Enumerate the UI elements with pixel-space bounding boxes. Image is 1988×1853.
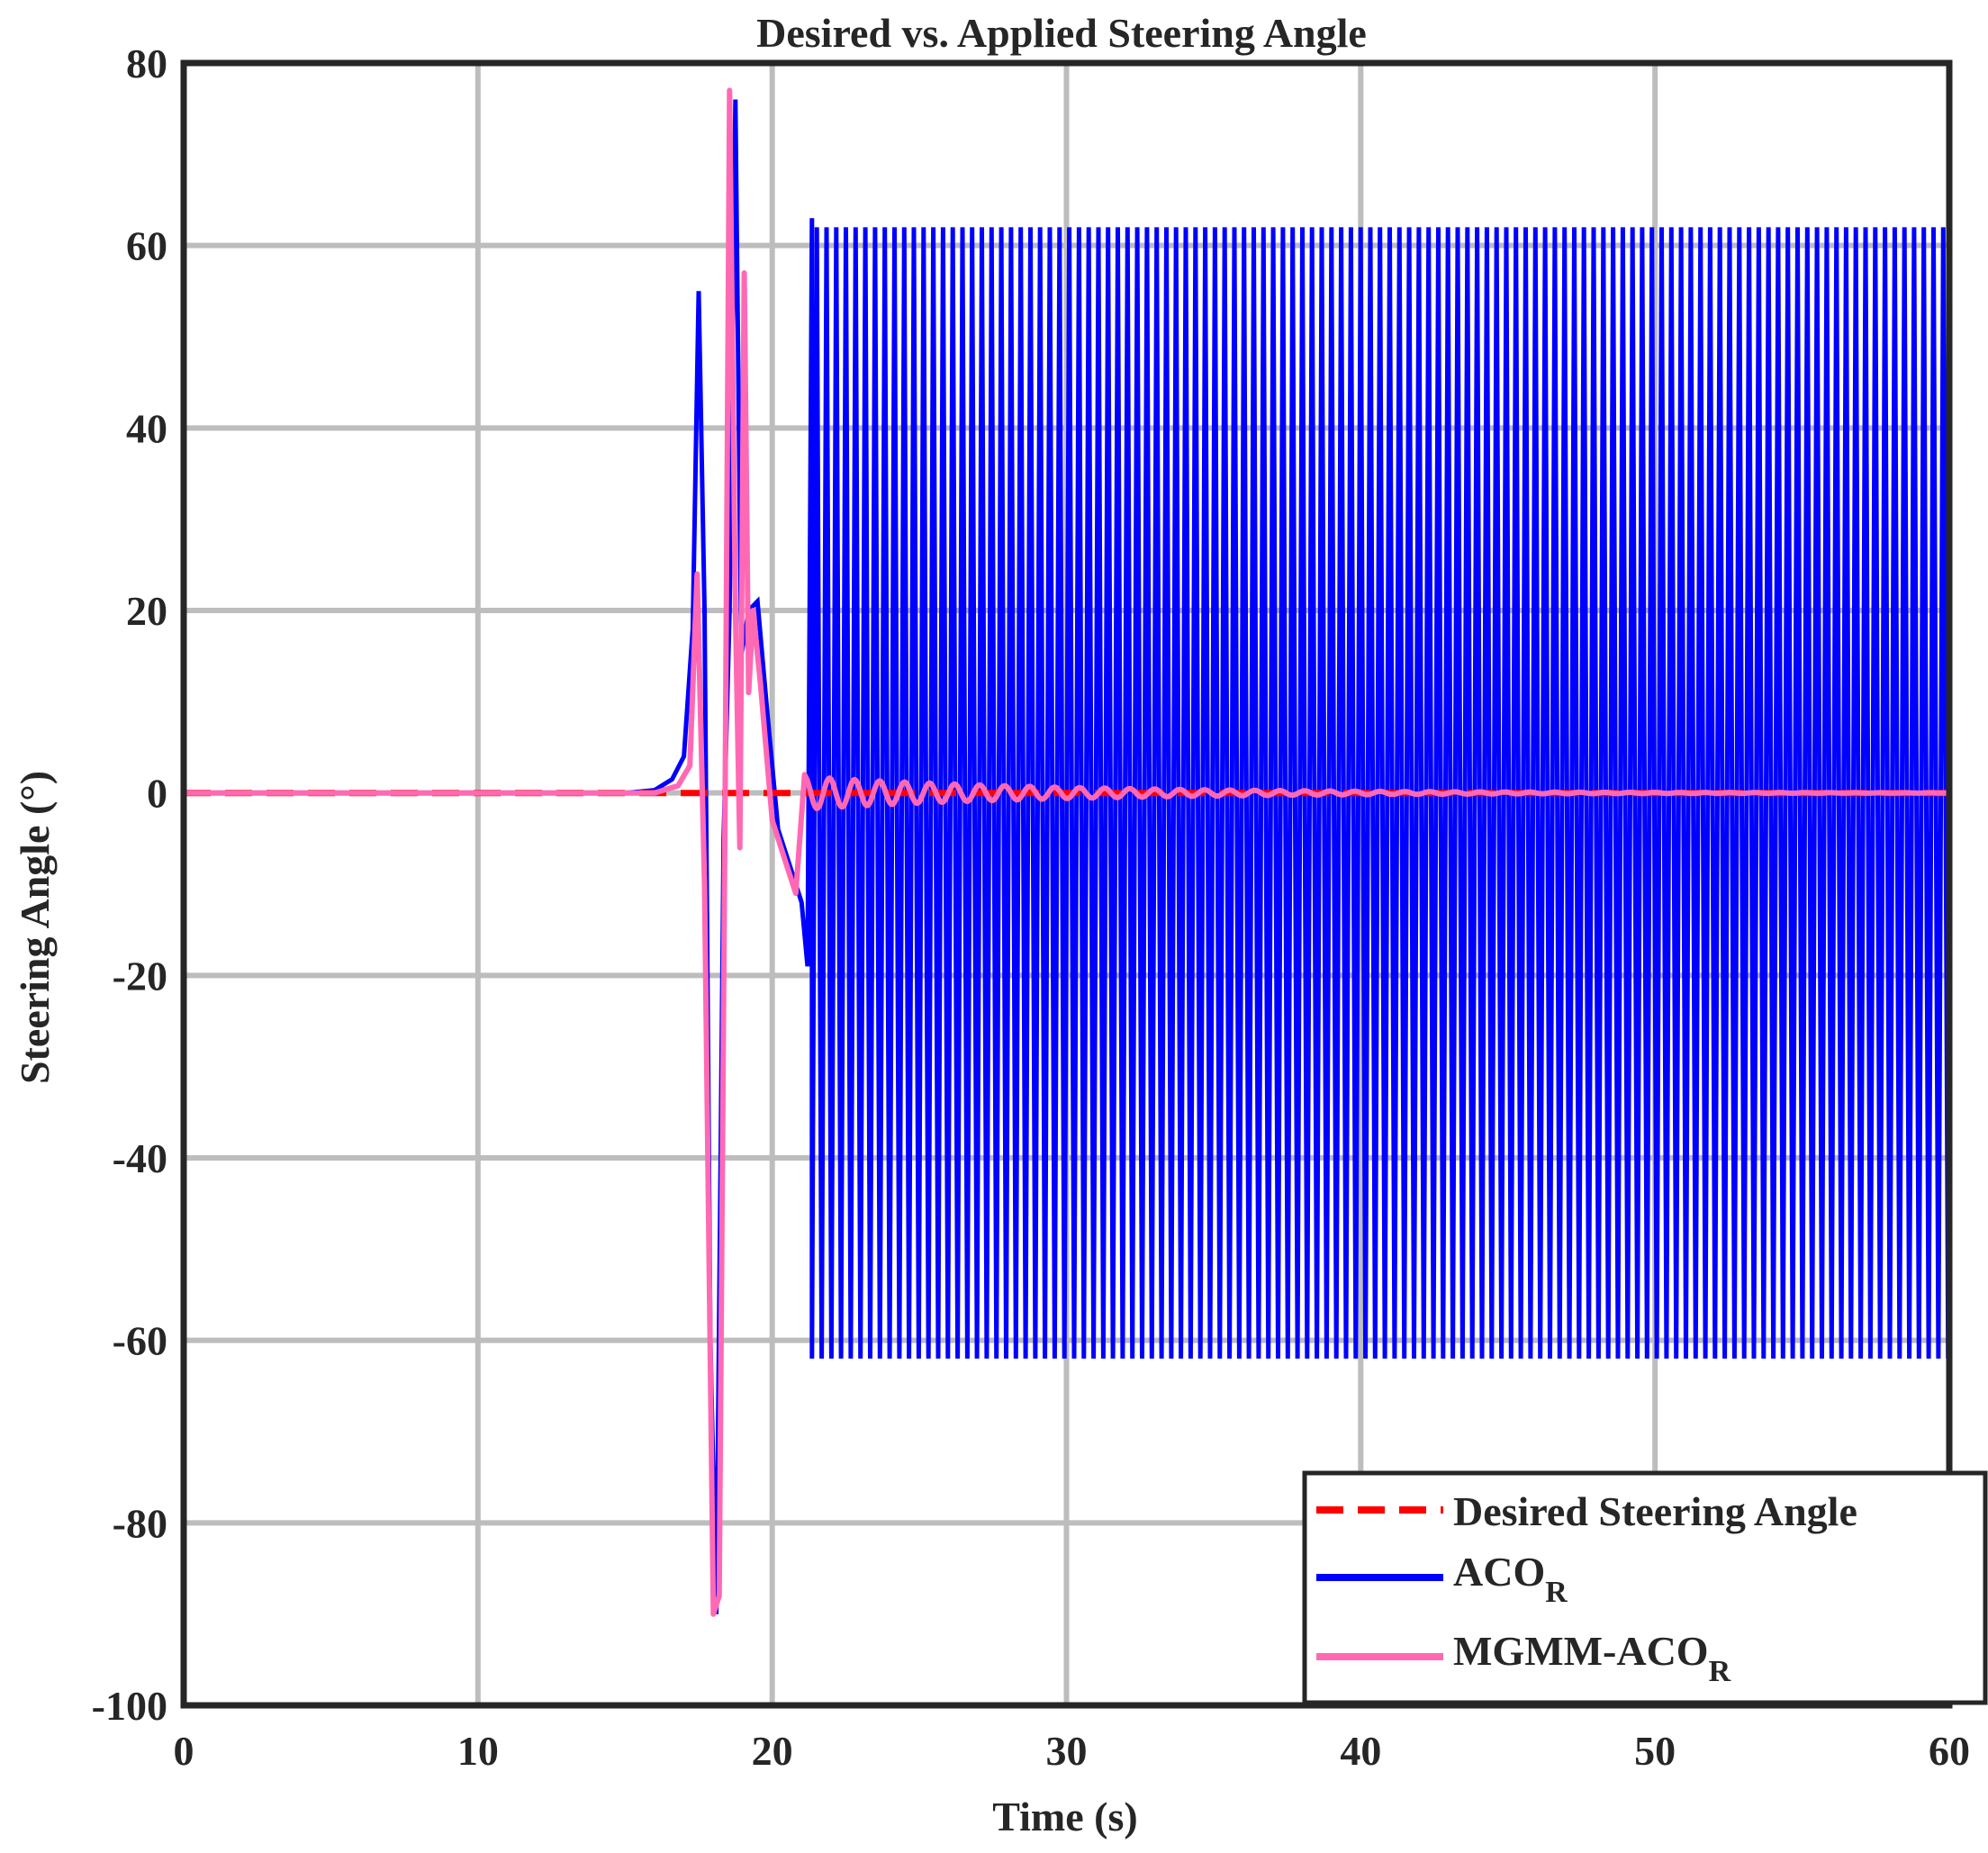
legend-label-aco: ACOR [1453, 1549, 1568, 1609]
y-tick-label: -20 [113, 953, 167, 999]
series-line-aco [184, 99, 1951, 1614]
plot-area [184, 87, 1951, 1617]
y-tick-label: 80 [126, 41, 167, 86]
chart-title: Desired vs. Applied Steering Angle [756, 10, 1367, 56]
y-tick-label: 20 [126, 588, 167, 634]
x-tick-label: 50 [1634, 1728, 1676, 1774]
y-tick-label: -40 [113, 1135, 167, 1181]
legend-label-mgmm-aco: MGMM-ACOR [1453, 1628, 1731, 1688]
x-tick-label: 60 [1929, 1728, 1970, 1774]
x-axis-label: Time (s) [992, 1794, 1137, 1839]
y-tick-label: 40 [126, 405, 167, 451]
tick-labels: 0 10 20 30 40 50 60 -100 -80 -60 -40 -20 0 20 40 60 80 [92, 41, 1970, 1774]
x-tick-label: 20 [752, 1728, 793, 1774]
x-tick-label: 30 [1046, 1728, 1088, 1774]
x-tick-label: 10 [457, 1728, 499, 1774]
y-tick-label: -80 [113, 1500, 167, 1546]
legend: Desired Steering Angle ACOR MGMM-ACOR [1302, 1470, 1988, 1705]
legend-label-desired: Desired Steering Angle [1453, 1488, 1857, 1534]
y-tick-label: 60 [126, 223, 167, 269]
x-tick-label: 40 [1340, 1728, 1381, 1774]
y-tick-label: -100 [92, 1683, 167, 1729]
y-axis-label: Steering Angle (°) [12, 771, 58, 1084]
y-tick-label: 0 [147, 771, 167, 817]
axes-frame [180, 59, 1953, 1709]
series-line-mgmm-aco [184, 87, 1951, 1617]
y-tick-label: -60 [113, 1318, 167, 1364]
x-tick-label: 0 [174, 1728, 194, 1774]
